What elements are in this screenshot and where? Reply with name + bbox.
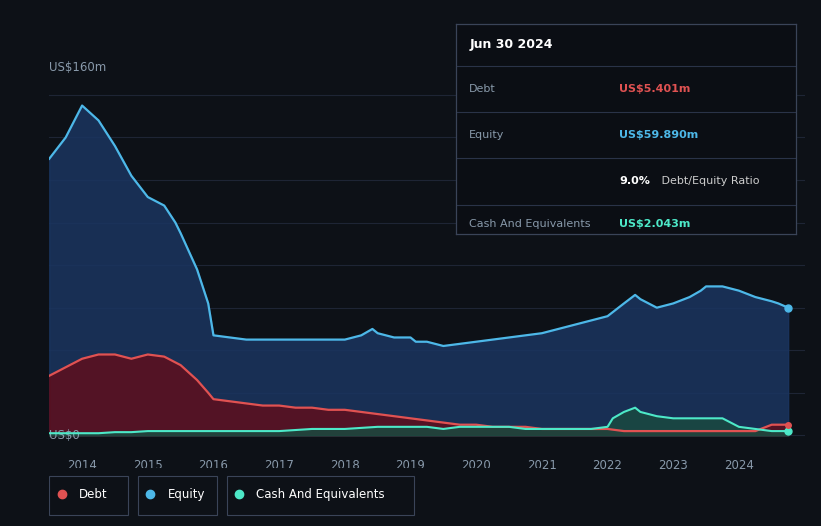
FancyBboxPatch shape [49,476,128,515]
FancyBboxPatch shape [227,476,414,515]
FancyBboxPatch shape [138,476,217,515]
Text: Equity: Equity [470,130,505,140]
Text: Jun 30 2024: Jun 30 2024 [470,38,553,51]
Text: Cash And Equivalents: Cash And Equivalents [256,488,385,501]
Text: 9.0%: 9.0% [619,176,650,187]
Text: US$160m: US$160m [49,60,107,74]
Text: US$59.890m: US$59.890m [619,130,699,140]
Text: Equity: Equity [167,488,205,501]
Text: US$0: US$0 [49,429,80,442]
Text: Cash And Equivalents: Cash And Equivalents [470,218,591,229]
Text: Debt: Debt [470,84,496,94]
Text: US$5.401m: US$5.401m [619,84,690,94]
Text: Debt: Debt [79,488,108,501]
Text: Debt/Equity Ratio: Debt/Equity Ratio [658,176,760,187]
Text: US$2.043m: US$2.043m [619,218,690,229]
